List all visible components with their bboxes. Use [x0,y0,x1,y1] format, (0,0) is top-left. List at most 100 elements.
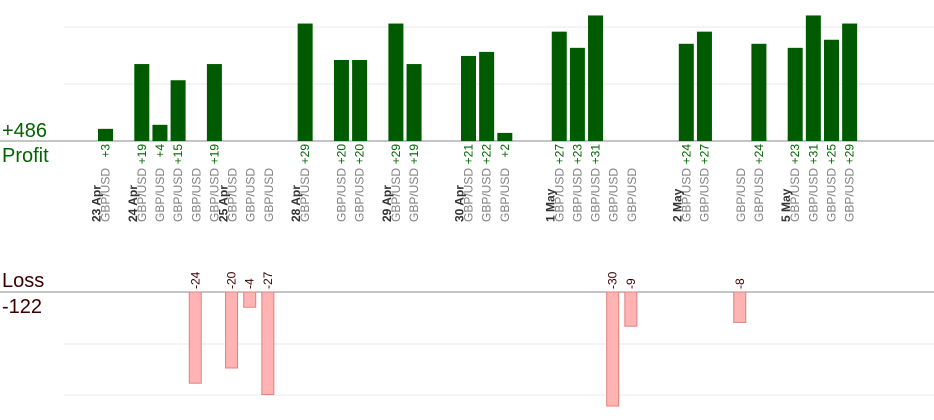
loss-value-label: -30 [606,271,620,289]
date-label: 30 Apr [453,185,467,222]
category-label: GBP/USD [353,168,367,222]
profit-bar [352,60,368,141]
category-label: GBP/USD [334,168,348,222]
profit-value-label: +23 [788,144,802,165]
category-label: GBP/USD [679,168,693,222]
category-label: GBP/USD [262,168,276,222]
category-label: GBP/USD [697,168,711,222]
loss-value-label: -20 [225,271,239,289]
category-label: GBP/USD [734,168,748,222]
profit-value-label: +29 [389,144,403,165]
profit-value-label: +29 [298,144,312,165]
loss-value-label: -27 [261,271,275,289]
category-label: GBP/USD [788,168,802,222]
profit-bar [569,47,585,141]
date-label: 1 May [543,188,557,222]
loss-bar [733,291,747,323]
profit-value-label: +29 [843,144,857,165]
category-label: GBP/USD [407,168,421,222]
loss-bar [188,291,202,384]
profit-bar [297,23,313,141]
loss-bar [606,291,620,407]
profit-value-label: +27 [552,144,566,165]
category-label: GBP/USD [389,168,403,222]
loss-bars [188,291,747,407]
category-label: GBP/USD [843,168,857,222]
profit-value-label: +31 [589,144,603,165]
profit-bar [388,23,404,141]
profit-bars [98,15,858,142]
profit-bar [406,64,422,141]
profit-value-label: +19 [407,144,421,165]
profit-bar [479,51,495,141]
profit-bar [824,39,839,141]
category-label: GBP/USD [498,168,512,222]
date-label: 29 Apr [380,185,394,222]
profit-value-label: +22 [480,144,494,165]
date-label: 23 Apr [90,185,104,222]
profit-value-label: +31 [806,144,820,165]
profit-value-label: +4 [153,144,167,158]
category-labels: GBP/USD GBP/USD GBP/USD GBP/USD GBP/USD GBP/U… [99,168,857,222]
loss-value-label: -4 [243,278,257,289]
date-label: 5 May [779,188,793,222]
category-label: GBP/USD [135,168,149,222]
category-label: GBP/USD [607,168,621,222]
date-labels: 23 Apr 24 Apr 25 Apr 28 Apr 29 Apr 30 Apr 1 Ma… [90,185,794,222]
profit-bar [333,60,349,141]
loss-value-label: -9 [624,278,638,289]
profit-value-label: +20 [334,144,348,165]
loss-value-label: -8 [733,278,747,289]
date-label: 25 Apr [217,185,231,222]
profit-bar [805,15,821,142]
profit-value-label: +24 [752,144,766,165]
profit-value-label: +21 [462,144,476,165]
profit-value-label: +27 [697,144,711,165]
date-label: 24 Apr [126,185,140,222]
profit-bar [551,31,567,141]
loss-bar [624,291,638,327]
category-label: GBP/USD [752,168,766,222]
category-label: GBP/USD [480,168,494,222]
profit-value-label: +2 [498,144,512,158]
profit-bar [787,47,803,141]
loss-value-label: -24 [188,271,202,289]
profit-bar [678,43,694,141]
bar-value-labels: +3 +19 +4 +15 -24 +19 -20 -4 -27 +29 +20 +20 +29 +19 +… [99,144,857,289]
category-label: GBP/USD [570,168,584,222]
date-label: 28 Apr [289,185,303,222]
category-label: GBP/USD [625,168,639,222]
loss-bar [261,291,275,396]
profit-bar [588,15,604,142]
profit-bar [751,43,767,141]
profit-value-label: +3 [99,144,113,158]
profit-value-label: +15 [171,144,185,165]
loss-label: Loss [2,270,45,292]
profit-bar [152,124,168,141]
profit-value-label: +19 [135,144,149,165]
profit-value-label: +24 [679,144,693,165]
category-label: GBP/USD [207,168,221,222]
profit-label: Profit [2,145,49,167]
loss-bar [243,291,257,308]
category-label: GBP/USD [153,168,167,222]
profit-bar [497,132,513,141]
loss-total: -122 [2,296,43,318]
category-label: GBP/USD [552,168,566,222]
category-label: GBP/USD [189,168,203,222]
profit-bar [170,80,186,141]
category-label: GBP/USD [171,168,185,222]
profit-value-label: +20 [353,144,367,165]
profit-bar [98,128,113,141]
category-label: GBP/USD [298,168,312,222]
loss-bar [225,291,239,369]
category-label: GBP/USD [462,168,476,222]
category-label: GBP/USD [825,168,839,222]
category-label: GBP/USD [244,168,258,222]
profit-bar [696,31,712,141]
category-label: GBP/USD [99,168,113,222]
profit-bar [134,64,150,141]
date-label: 2 May [670,188,684,222]
category-label: GBP/USD [226,168,240,222]
